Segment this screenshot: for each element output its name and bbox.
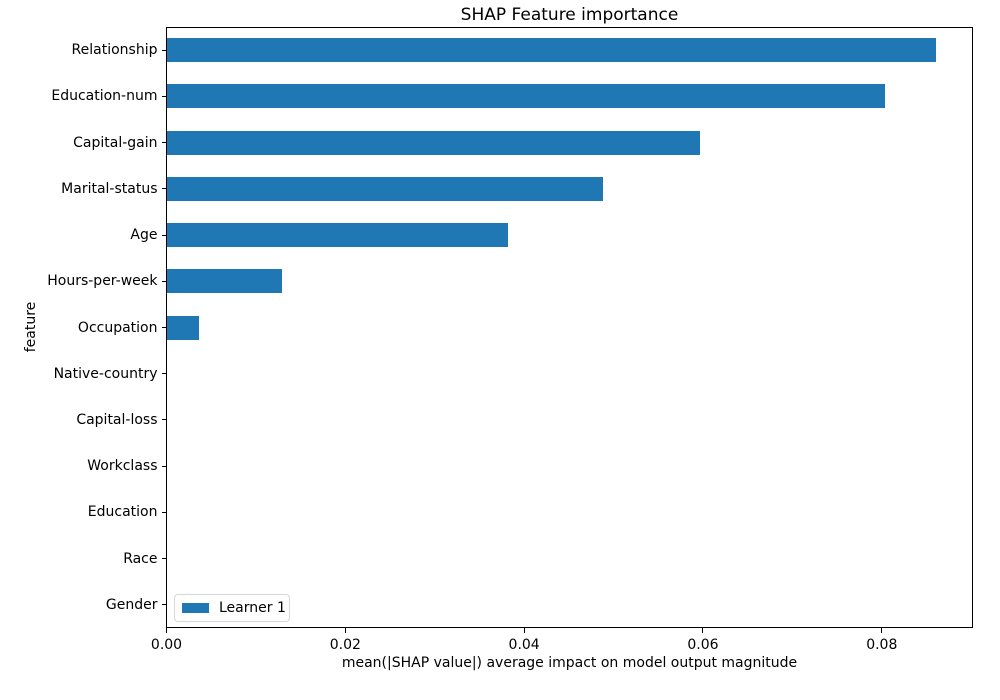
y-tick-mark	[161, 419, 167, 421]
y-tick-mark	[161, 327, 167, 328]
y-tick-label: Capital-gain	[73, 134, 158, 151]
bar	[167, 269, 283, 294]
y-tick-label: Education-num	[51, 88, 158, 105]
bar	[167, 315, 200, 340]
y-tick-mark	[161, 49, 167, 51]
legend: Learner 1	[174, 594, 290, 622]
y-tick-mark	[161, 511, 167, 513]
bar	[167, 176, 604, 201]
x-tick-mark	[344, 628, 346, 633]
x-tick-mark	[166, 628, 167, 633]
x-tick-label: 0.02	[329, 637, 361, 653]
x-axis-label: mean(|SHAP value|) average impact on mod…	[341, 655, 798, 671]
x-tick-label: 0.04	[508, 637, 540, 653]
bar	[167, 223, 508, 248]
bar	[167, 84, 885, 109]
y-tick-mark	[161, 373, 167, 375]
bar	[167, 38, 936, 63]
chart-title: SHAP Feature importance	[460, 5, 679, 25]
x-tick-mark	[881, 628, 883, 633]
y-tick-label: Age	[130, 227, 158, 244]
y-tick-mark	[161, 465, 167, 467]
x-tick-label: 0.06	[687, 637, 719, 653]
legend-label: Learner 1	[219, 600, 286, 616]
y-tick-label: Capital-loss	[76, 411, 158, 428]
x-tick-label: 0.00	[150, 637, 183, 653]
bar	[167, 130, 700, 155]
y-tick-label: Marital-status	[61, 180, 158, 197]
plot-area	[166, 27, 973, 628]
y-tick-label: Race	[123, 550, 158, 567]
y-tick-mark	[161, 234, 167, 236]
y-tick-mark	[161, 280, 167, 282]
y-tick-label: Education	[87, 504, 158, 521]
y-tick-mark	[161, 558, 167, 560]
y-tick-mark	[161, 188, 167, 190]
y-tick-label: Native-country	[53, 365, 158, 382]
y-tick-label: Gender	[105, 596, 158, 613]
y-tick-mark	[161, 142, 167, 144]
y-tick-label: Workclass	[87, 458, 158, 475]
x-tick-mark	[702, 628, 704, 633]
x-tick-mark	[523, 628, 525, 633]
y-tick-label: Occupation	[77, 319, 158, 336]
y-tick-mark	[161, 604, 167, 606]
y-tick-label: Relationship	[71, 42, 158, 59]
x-tick-label: 0.08	[866, 637, 898, 653]
y-tick-label: Hours-per-week	[47, 273, 158, 290]
y-tick-mark	[161, 95, 167, 97]
legend-swatch	[182, 603, 209, 613]
